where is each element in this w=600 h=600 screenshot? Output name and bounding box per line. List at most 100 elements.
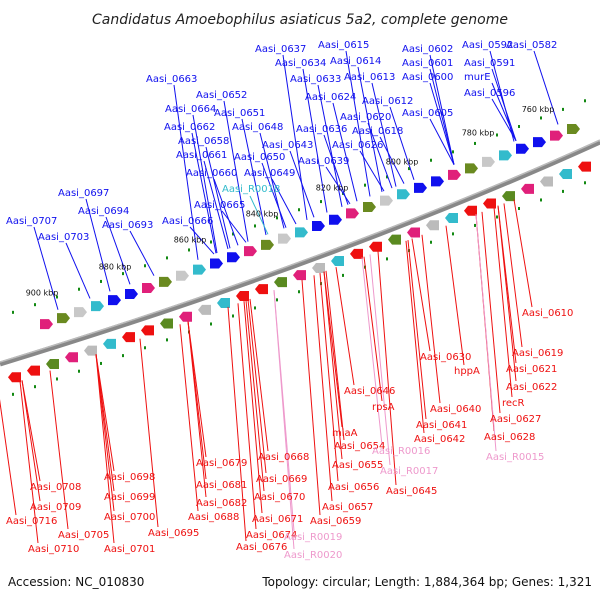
reverse-gene-label: Aasi_0695: [148, 528, 199, 539]
reverse-rna-label: Aasi_R0015: [486, 452, 544, 463]
forward-gene-arrow: [482, 156, 495, 167]
forward-leader-line: [389, 106, 415, 180]
forward-gene-arrow: [40, 319, 53, 330]
reverse-leader-line: [513, 199, 533, 308]
tick-ring-inner-dot: [562, 189, 564, 193]
reverse-gene-label: Aasi_0646: [344, 386, 395, 397]
forward-gene-label: Aasi_0694: [78, 206, 129, 217]
tick-ring-outer-dot: [452, 150, 454, 154]
forward-gene-label: Aasi_0693: [102, 220, 153, 231]
forward-gene-label: Aasi_0605: [402, 108, 453, 119]
forward-gene-label: Aasi_0624: [305, 92, 356, 103]
forward-gene-arrow: [312, 221, 325, 232]
tick-ring-inner-dot: [540, 198, 542, 202]
forward-leader-line: [33, 226, 59, 310]
forward-gene-label: Aasi_0582: [506, 40, 557, 51]
reverse-leader-line: [19, 380, 39, 544]
reverse-gene-label: Aasi_0628: [484, 432, 535, 443]
tick-ring-outer-dot: [364, 183, 366, 187]
map-title: Candidatus Amoebophilus asiaticus 5a2, c…: [92, 12, 508, 28]
reverse-gene-label: Aasi_0622: [506, 382, 557, 393]
reverse-rna-leader-line: [369, 254, 391, 466]
forward-gene-arrow: [210, 258, 223, 269]
tick-ring-outer-dot: [122, 272, 124, 276]
reverse-gene-label: Aasi_0621: [506, 364, 557, 375]
forward-gene-label: Aasi_0633: [290, 74, 341, 85]
reverse-gene-arrow: [236, 291, 249, 302]
tick-ring-inner-dot: [342, 273, 344, 277]
forward-gene-label: Aasi_0634: [275, 58, 326, 69]
tick-ring-outer-dot: [584, 99, 586, 103]
forward-leader-line: [271, 178, 297, 225]
tick-ring-inner-dot: [276, 298, 278, 302]
reverse-gene-label: Aasi_0630: [420, 352, 471, 363]
forward-leader-line: [345, 50, 371, 197]
reverse-gene-arrow: [578, 161, 591, 172]
reverse-gene-arrow: [141, 325, 154, 336]
reverse-gene-label: Aasi_0674: [246, 530, 297, 541]
reverse-leader-line: [21, 380, 41, 502]
forward-leader-line: [213, 178, 239, 246]
reverse-leader-line: [325, 270, 345, 441]
reverse-gene-arrow: [65, 352, 78, 363]
reverse-gene-arrow: [426, 220, 439, 231]
forward-gene-arrow: [159, 276, 172, 287]
reverse-gene-label: hppA: [454, 366, 480, 377]
forward-gene-arrow: [363, 202, 376, 213]
forward-leader-line: [491, 68, 517, 141]
forward-gene-label: Aasi_0600: [402, 72, 453, 83]
tick-label: 900 kbp: [26, 288, 59, 297]
tick-ring-inner-dot: [12, 392, 14, 396]
forward-gene-label: Aasi_0613: [344, 72, 395, 83]
tick-ring-inner-dot: [100, 361, 102, 365]
reverse-gene-label: Aasi_0700: [104, 512, 155, 523]
tick-ring-inner-dot: [56, 377, 58, 381]
forward-leader-line: [189, 226, 215, 255]
reverse-leader-line: [313, 275, 333, 502]
reverse-leader-line: [227, 306, 247, 542]
forward-gene-label: Aasi_0620: [340, 112, 391, 123]
forward-gene-label: Aasi_0602: [402, 44, 453, 55]
reverse-leader-line: [323, 271, 343, 428]
forward-gene-arrow: [125, 289, 138, 300]
tick-label: 780 kbp: [462, 128, 495, 137]
reverse-gene-label: Aasi_0671: [252, 514, 303, 525]
forward-gene-arrow: [142, 282, 155, 293]
reverse-gene-label: Aasi_0708: [30, 482, 81, 493]
reverse-leader-line: [481, 211, 501, 414]
forward-gene-label: Aasi_0663: [146, 74, 197, 85]
reverse-rna-leader-line: [273, 290, 295, 550]
forward-gene-label: Aasi_0666: [162, 216, 213, 227]
forward-leader-line: [203, 160, 229, 250]
forward-gene-label: Aasi_0661: [176, 150, 227, 161]
reverse-leader-line: [249, 298, 269, 452]
forward-leader-line: [325, 166, 351, 205]
genome-summary-text: Topology: circular; Length: 1,884,364 bp…: [261, 575, 592, 589]
forward-gene-label: Aasi_0596: [464, 88, 515, 99]
reverse-gene-label: Aasi_0681: [196, 480, 247, 491]
leader-lines: [0, 50, 559, 550]
reverse-gene-label: Aasi_0657: [322, 502, 373, 513]
tick-ring-outer-dot: [144, 264, 146, 268]
reverse-gene-arrow: [445, 213, 458, 224]
reverse-gene-label: Aasi_0642: [414, 434, 465, 445]
forward-gene-arrow: [533, 137, 546, 148]
forward-leader-line: [429, 82, 455, 165]
forward-gene-arrow: [295, 227, 308, 238]
reverse-leader-line: [179, 324, 199, 512]
reverse-gene-label: Aasi_0669: [256, 474, 307, 485]
tick-ring-outer-dot: [320, 200, 322, 204]
reverse-gene-arrow: [369, 241, 382, 252]
forward-rna-label: Aasi_R0018: [222, 184, 280, 195]
tick-label: 860 kbp: [174, 236, 207, 245]
reverse-gene-label: Aasi_0698: [104, 472, 155, 483]
tick-ring-outer-dot: [562, 107, 564, 111]
reverse-gene-arrow: [122, 332, 135, 343]
forward-leader-line: [173, 84, 199, 260]
forward-leader-line: [429, 118, 455, 165]
reverse-gene-label: Aasi_0654: [334, 441, 385, 452]
reverse-gene-label: Aasi_0709: [30, 502, 81, 513]
reverse-gene-label: Aasi_0610: [522, 308, 573, 319]
forward-leader-line: [205, 146, 231, 249]
